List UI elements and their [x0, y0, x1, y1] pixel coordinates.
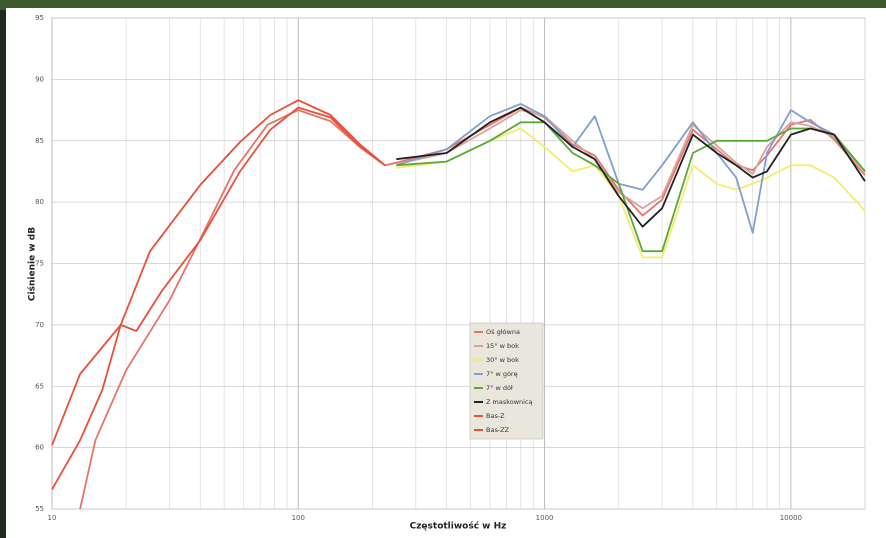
- legend-label: 15° w bok: [486, 342, 519, 350]
- legend-label: Bas-ZZ: [486, 426, 510, 434]
- legend-label: Z maskownicą: [486, 398, 533, 406]
- legend-label: 7° w dół: [486, 384, 513, 392]
- y-tick-label: 85: [35, 137, 44, 145]
- legend-label: 30° w bok: [486, 356, 519, 364]
- legend-label: Bas-Z: [486, 412, 505, 420]
- y-tick-label: 80: [35, 198, 44, 206]
- x-tick-label: 100: [292, 514, 305, 522]
- legend-label: Oś główna: [486, 328, 520, 336]
- y-tick-label: 60: [35, 444, 44, 452]
- y-tick-label: 65: [35, 382, 44, 390]
- y-tick-label: 70: [35, 321, 44, 329]
- page: {"chart_data": {"type": "line", "x_label…: [0, 0, 886, 538]
- y-tick-label: 95: [35, 14, 44, 22]
- legend-box: [470, 323, 543, 439]
- x-tick-label: 1000: [536, 514, 554, 522]
- y-tick-label: 55: [35, 505, 44, 513]
- y-tick-label: 90: [35, 75, 44, 83]
- chart: Częstotliwość w Hz Ciśnienie w dB 556065…: [0, 0, 886, 538]
- x-tick-label: 10: [48, 514, 57, 522]
- legend-label: 7° w górę: [486, 370, 518, 378]
- y-tick-label: 75: [35, 260, 44, 268]
- x-axis-title: Częstotliwość w Hz: [410, 521, 507, 532]
- x-tick-label: 10000: [780, 514, 802, 522]
